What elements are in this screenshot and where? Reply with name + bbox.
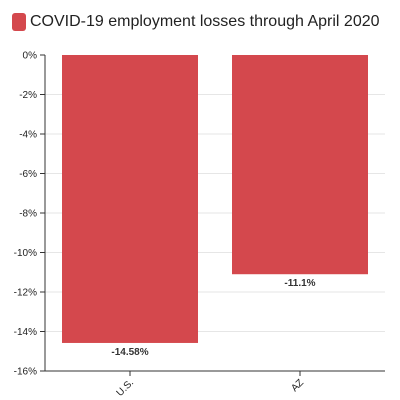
y-tick-label: -16% [14, 367, 37, 378]
y-tick-label: -14% [14, 327, 37, 338]
y-tick-label: -2% [19, 90, 37, 101]
y-axis: 0% -2% -4% -6% -8% -10% -12% -14% -16% [14, 51, 46, 378]
y-tick-label: 0% [23, 51, 38, 62]
x-tick-label: U.S. [115, 377, 137, 399]
bar [232, 55, 368, 275]
y-tick-label: -4% [19, 130, 37, 141]
bar [62, 55, 198, 343]
x-tick-label: AZ [289, 377, 306, 394]
y-tick-label: -12% [14, 288, 37, 299]
chart-title-row: COVID-19 employment losses through April… [12, 10, 380, 34]
data-label: -14.58% [111, 347, 148, 358]
y-tick-label: -6% [19, 169, 37, 180]
legend-swatch[interactable] [12, 13, 26, 31]
data-label: -11.1% [284, 278, 315, 289]
y-tick-label: -10% [14, 248, 37, 259]
y-tick-label: -8% [19, 209, 37, 220]
bars [62, 55, 368, 343]
x-axis: U.S. AZ [45, 370, 385, 399]
data-labels: -14.58% -11.1% [111, 278, 315, 358]
chart-title: COVID-19 employment losses through April… [30, 13, 380, 30]
